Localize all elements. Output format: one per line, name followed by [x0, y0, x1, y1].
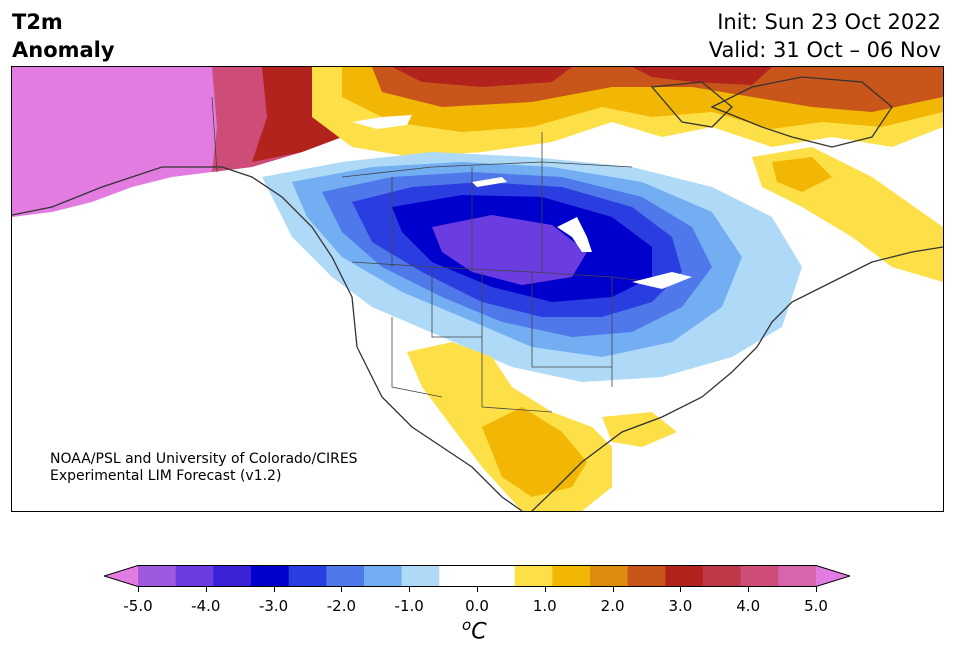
colorbar-unit: oC: [462, 616, 487, 644]
colorbar-segment: [213, 565, 252, 587]
colorbar-ticks: -5.0 -4.0 -3.0 -2.0 -1.0 0.0 1.0 2.0 3.0 4.0 5.0: [0, 597, 953, 617]
colorbar-segment: [703, 565, 742, 587]
colorbar-extend-high: [816, 565, 850, 587]
colorbar-tick-label: 4.0: [736, 597, 761, 615]
colorbar-tick-label: 0.0: [465, 597, 489, 615]
colorbar-segment: [514, 565, 553, 587]
colorbar-tick-label: -4.0: [191, 597, 221, 615]
colorbar-tick-label: 1.0: [532, 597, 557, 615]
colorbar-tick-label: -3.0: [258, 597, 289, 615]
colorbar-tick-mark: [816, 587, 817, 592]
colorbar-segment: [778, 565, 817, 587]
colorbar-tick-label: -2.0: [326, 597, 357, 615]
colorbar-tick-mark: [341, 587, 343, 592]
southwest-orange: [482, 407, 587, 497]
colorbar-segment: [477, 565, 516, 587]
political-borders: [211, 96, 653, 413]
colorbar-tick-label: -5.0: [123, 597, 153, 615]
colorbar-tick-label: 2.0: [600, 597, 625, 615]
colorbar-segment: [552, 565, 591, 587]
labrador-orange: [772, 157, 832, 192]
colorbar-segment: [288, 565, 327, 587]
lake-superior: [632, 272, 692, 289]
unit-degree: o: [462, 616, 472, 634]
lake-athabasca: [472, 177, 507, 187]
colorbar-tick-mark: [138, 587, 139, 592]
anomaly-map: NOAA/PSL and University of Colorado/CIRE…: [11, 66, 944, 512]
credit-line-1: NOAA/PSL and University of Colorado/CIRE…: [50, 451, 358, 467]
map-title: T2m Anomaly: [12, 8, 115, 64]
title-line-2: Anomaly: [12, 38, 115, 62]
colorbar-segment: [326, 565, 365, 587]
cold-center: [432, 215, 587, 285]
arctic-red-east: [632, 67, 772, 85]
colorbar-tick-label: 5.0: [804, 597, 828, 615]
valid-range: Valid: 31 Oct – 06 Nov: [708, 38, 941, 62]
colorbar-tick-mark: [680, 587, 682, 592]
colorbar-tick-mark: [748, 587, 750, 592]
colorbar-tick-mark: [612, 587, 614, 592]
colorbar-tick-mark: [544, 587, 546, 592]
forecast-dates: Init: Sun 23 Oct 2022 Valid: 31 Oct – 06…: [709, 8, 941, 64]
colorbar-tick-mark: [205, 587, 207, 592]
colorbar-segment: [627, 565, 666, 587]
colorbar-segment: [665, 565, 704, 587]
colorbar-tick-mark: [409, 587, 411, 592]
colorbar-tick-mark: [273, 587, 275, 592]
arctic-red: [392, 67, 572, 87]
colorbar-segment: [138, 565, 177, 587]
title-line-1: T2m: [12, 10, 63, 34]
colorbar-segment: [364, 565, 403, 587]
data-credit: NOAA/PSL and University of Colorado/CIRE…: [50, 451, 358, 485]
gulf-warm: [602, 412, 677, 447]
init-date: Init: Sun 23 Oct 2022: [717, 10, 941, 34]
unit-letter: C: [471, 619, 487, 645]
colorbar: [104, 565, 850, 587]
lake-winnipeg: [557, 217, 592, 252]
colorbar-outline: [104, 565, 850, 587]
colorbar-tick-label: 3.0: [668, 597, 693, 615]
credit-line-2: Experimental LIM Forecast (v1.2): [50, 468, 282, 484]
colorbar-segment: [175, 565, 214, 587]
coastlines: [12, 76, 943, 511]
colorbar-segment: [439, 565, 478, 587]
colorbar-segment: [740, 565, 779, 587]
colorbar-extend-low: [104, 565, 138, 587]
colorbar-tick-label: -1.0: [394, 597, 424, 615]
great-slave-lake: [352, 115, 412, 129]
colorbar-segment: [251, 565, 290, 587]
colorbar-segment: [590, 565, 629, 587]
colorbar-segment: [401, 565, 440, 587]
colorbar-tick-mark: [477, 587, 478, 592]
map-canvas: [12, 67, 943, 511]
